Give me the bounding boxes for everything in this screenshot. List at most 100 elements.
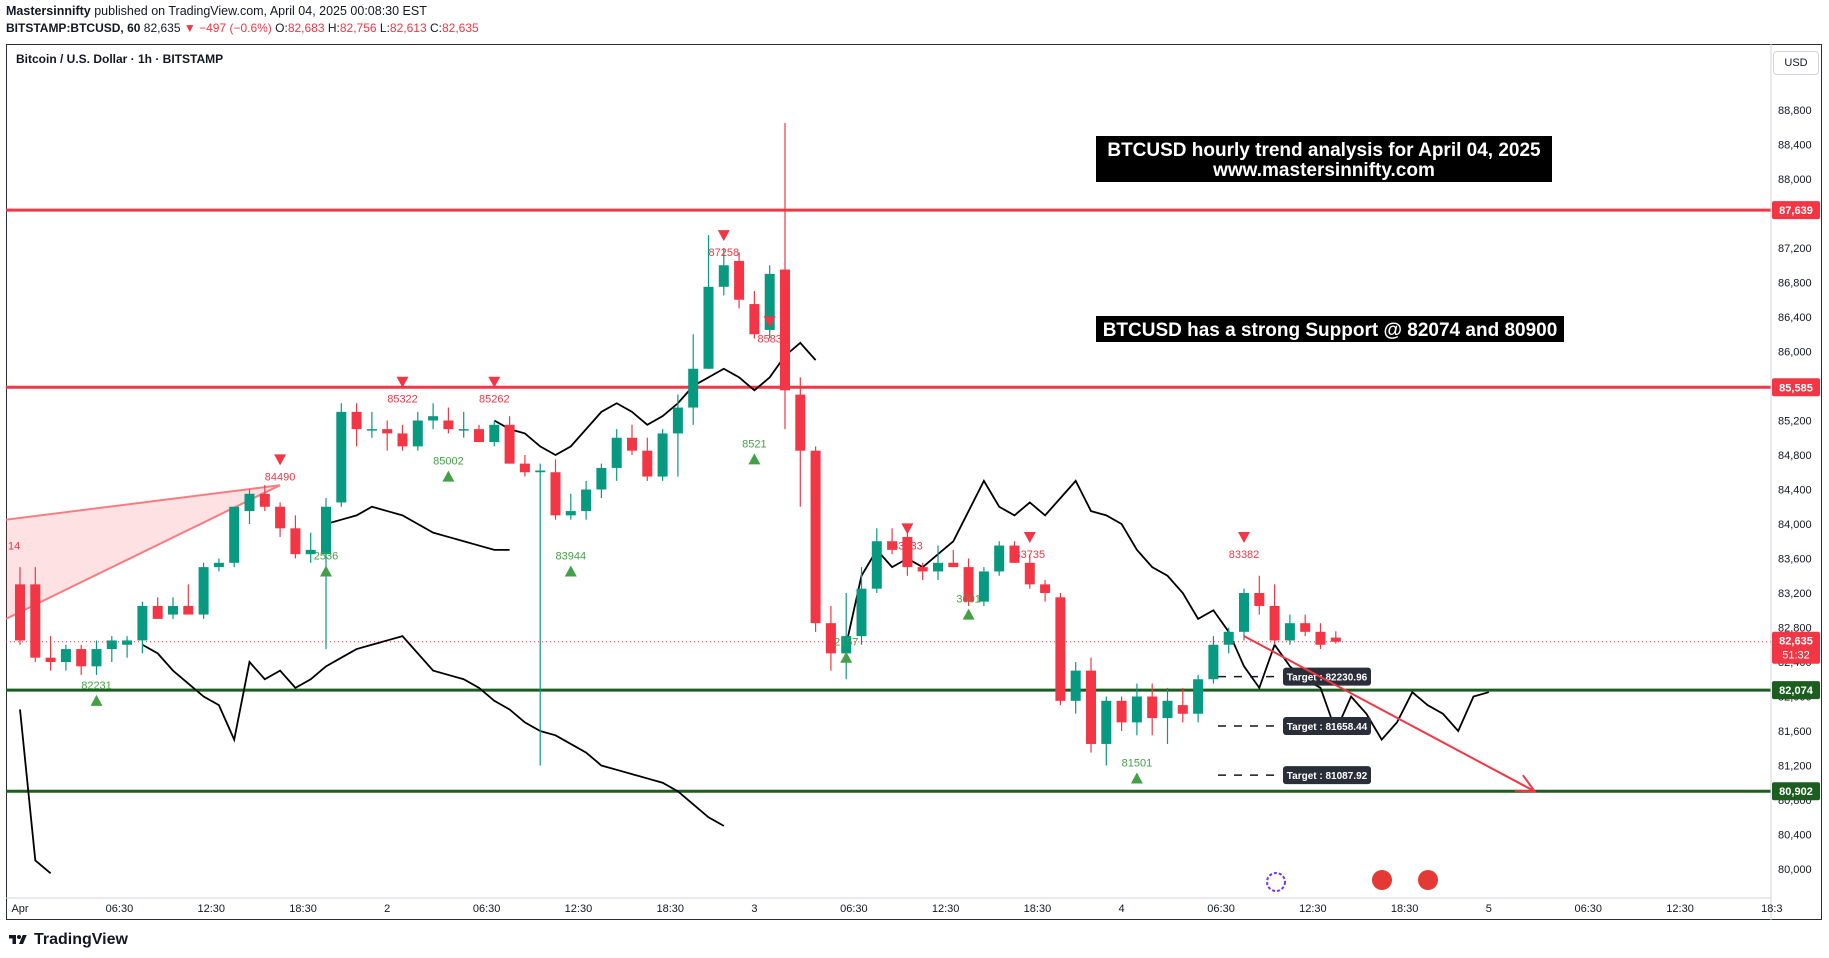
publisher-name[interactable]: Mastersinnifty	[6, 4, 91, 18]
candle-body[interactable]	[259, 493, 270, 507]
candle-body[interactable]	[703, 286, 714, 369]
candle-body[interactable]	[1300, 623, 1311, 632]
candle-body[interactable]	[504, 424, 515, 464]
candle-body[interactable]	[1284, 623, 1295, 641]
candle-body[interactable]	[1086, 670, 1096, 744]
candle-body[interactable]	[764, 273, 775, 330]
candle-body[interactable]	[336, 411, 347, 503]
candle-body[interactable]	[1223, 631, 1234, 645]
candle-body[interactable]	[841, 636, 852, 654]
candle-body[interactable]	[1131, 696, 1142, 723]
tradingview-logo[interactable]: TradingView	[6, 930, 128, 950]
price-tick-label: 83,600	[1778, 554, 1812, 566]
candle-body[interactable]	[887, 541, 898, 550]
candle-body[interactable]	[213, 562, 224, 568]
candle-body[interactable]	[978, 571, 989, 602]
candle-body[interactable]	[1070, 670, 1081, 701]
candle-body[interactable]	[1162, 700, 1173, 719]
candle-body[interactable]	[581, 489, 592, 512]
candle-body[interactable]	[168, 605, 178, 615]
candle-body[interactable]	[1009, 545, 1020, 563]
candle-body[interactable]	[45, 657, 56, 662]
candle-body[interactable]	[244, 493, 255, 512]
time-tick-label: 3	[751, 903, 757, 915]
candle-body[interactable]	[627, 437, 637, 451]
candle-body[interactable]	[428, 416, 439, 421]
candle-body[interactable]	[902, 536, 913, 568]
candle-body[interactable]	[825, 623, 836, 654]
pitchfork-edge[interactable]	[5, 484, 281, 521]
candle-body[interactable]	[60, 649, 71, 662]
candle-body[interactable]	[366, 429, 377, 431]
candle-body[interactable]	[948, 562, 959, 568]
support-note-box	[1096, 316, 1564, 342]
candle-body[interactable]	[1239, 593, 1249, 632]
candle-body[interactable]	[917, 567, 928, 572]
candle-body[interactable]	[443, 420, 454, 430]
candle-body[interactable]	[382, 429, 393, 434]
candle-body[interactable]	[183, 605, 194, 615]
candle-body[interactable]	[229, 506, 240, 563]
candle-body[interactable]	[30, 584, 41, 658]
candle-body[interactable]	[489, 424, 500, 443]
candle-body[interactable]	[1269, 605, 1280, 641]
candle-body[interactable]	[397, 433, 408, 447]
candle-body[interactable]	[1024, 562, 1035, 585]
candle-body[interactable]	[718, 265, 729, 287]
candle-body[interactable]	[1147, 696, 1158, 719]
candle-body[interactable]	[672, 407, 683, 434]
candle-body[interactable]	[351, 411, 362, 430]
projection-arrow-line[interactable]	[1243, 635, 1536, 793]
candle-body[interactable]	[856, 588, 867, 637]
candle-body[interactable]	[810, 450, 821, 624]
candle-body[interactable]	[1208, 644, 1219, 680]
candle-body[interactable]	[458, 429, 469, 431]
candle-body[interactable]	[550, 472, 561, 516]
candle-body[interactable]	[933, 562, 943, 572]
candle-body[interactable]	[596, 467, 607, 490]
candle-body[interactable]	[1101, 700, 1112, 744]
candle-body[interactable]	[1254, 593, 1265, 606]
candle-body[interactable]	[1040, 584, 1051, 593]
candle-body[interactable]	[305, 549, 316, 555]
candle-body[interactable]	[1116, 700, 1127, 723]
candle-body[interactable]	[15, 584, 25, 641]
candle-body[interactable]	[76, 649, 87, 667]
candle-body[interactable]	[321, 506, 331, 555]
candle-body[interactable]	[994, 545, 1005, 572]
candle-body[interactable]	[795, 394, 806, 451]
candle-body[interactable]	[152, 605, 163, 619]
candle-body[interactable]	[1330, 637, 1341, 642]
candle-body[interactable]	[198, 567, 209, 615]
signals: 82231 2536 85002 83944 8521 2157 3001 81501 8449…	[81, 230, 1259, 784]
candle-body[interactable]	[1177, 705, 1188, 714]
candle-body[interactable]	[91, 649, 102, 667]
candle-body[interactable]	[642, 450, 653, 477]
candle-body[interactable]	[275, 506, 286, 529]
candle-body[interactable]	[1193, 679, 1204, 714]
candle-body[interactable]	[137, 605, 148, 641]
candle-body[interactable]	[519, 463, 530, 473]
currency-button[interactable]: USD	[1773, 51, 1819, 75]
candle-body[interactable]	[290, 528, 301, 555]
flag-us-icon[interactable]	[1372, 870, 1392, 890]
candle-body[interactable]	[734, 260, 745, 300]
candle-body[interactable]	[565, 511, 576, 516]
candle-body[interactable]	[106, 640, 117, 650]
candle-body[interactable]	[412, 420, 423, 447]
candle-body[interactable]	[122, 640, 133, 645]
candle-body[interactable]	[657, 433, 668, 477]
candle-body[interactable]	[749, 304, 760, 335]
candle-body[interactable]	[535, 470, 546, 473]
candle-body[interactable]	[780, 269, 790, 391]
sparkle-icon[interactable]	[1266, 872, 1286, 892]
candle-body[interactable]	[1315, 631, 1326, 645]
flag-us-icon[interactable]	[1418, 870, 1438, 890]
candle-body[interactable]	[688, 368, 699, 408]
candle-body[interactable]	[963, 567, 974, 602]
candle-body[interactable]	[474, 429, 484, 443]
candle-body[interactable]	[1055, 597, 1066, 701]
candle-body[interactable]	[611, 437, 622, 468]
candle-body[interactable]	[871, 541, 882, 589]
